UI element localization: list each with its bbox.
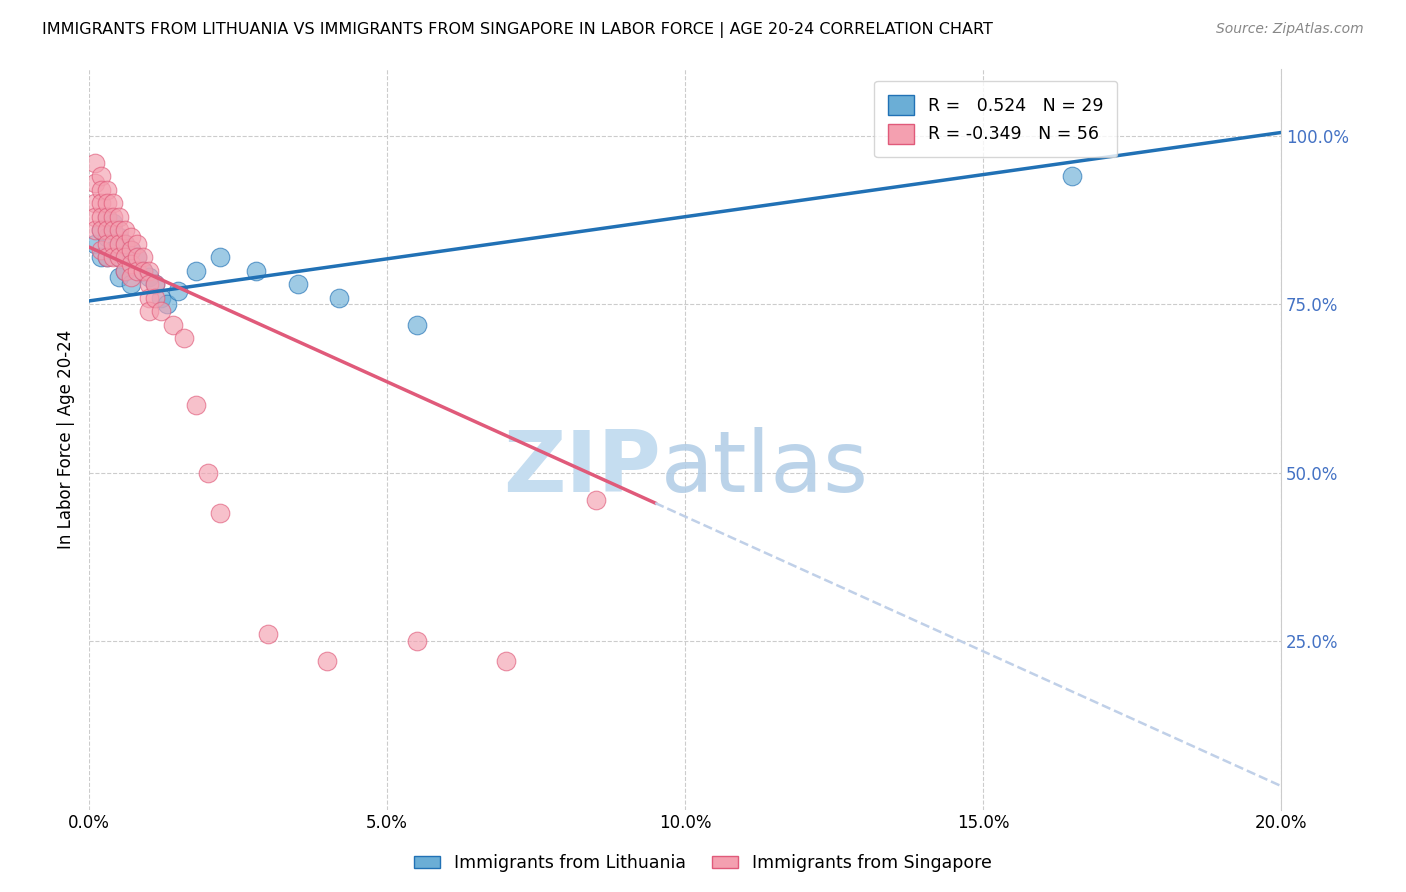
Point xyxy=(90,223,112,237)
Point xyxy=(125,263,148,277)
Point xyxy=(120,230,142,244)
Point xyxy=(173,331,195,345)
Point xyxy=(114,263,136,277)
Point xyxy=(120,270,142,285)
Point xyxy=(405,634,427,648)
Point xyxy=(328,291,350,305)
Y-axis label: In Labor Force | Age 20-24: In Labor Force | Age 20-24 xyxy=(58,329,75,549)
Point xyxy=(186,263,208,277)
Point xyxy=(316,654,339,668)
Point xyxy=(90,244,112,258)
Point xyxy=(96,250,118,264)
Point xyxy=(186,398,208,412)
Point xyxy=(257,627,280,641)
Point xyxy=(120,244,142,258)
Point xyxy=(96,183,118,197)
Point xyxy=(90,210,112,224)
Point xyxy=(114,236,136,251)
Point xyxy=(96,196,118,211)
Point xyxy=(125,250,148,264)
Point xyxy=(90,250,112,264)
Point xyxy=(101,217,124,231)
Point xyxy=(84,236,107,251)
Point xyxy=(149,304,172,318)
Point xyxy=(84,156,107,170)
Text: Source: ZipAtlas.com: Source: ZipAtlas.com xyxy=(1216,22,1364,37)
Point xyxy=(101,196,124,211)
Text: IMMIGRANTS FROM LITHUANIA VS IMMIGRANTS FROM SINGAPORE IN LABOR FORCE | AGE 20-2: IMMIGRANTS FROM LITHUANIA VS IMMIGRANTS … xyxy=(42,22,993,38)
Point xyxy=(101,250,124,264)
Point xyxy=(143,277,166,291)
Point xyxy=(138,304,160,318)
Point xyxy=(138,270,160,285)
Legend: Immigrants from Lithuania, Immigrants from Singapore: Immigrants from Lithuania, Immigrants fr… xyxy=(408,847,998,879)
Point xyxy=(585,492,607,507)
Point xyxy=(114,263,136,277)
Point xyxy=(96,223,118,237)
Point xyxy=(108,230,131,244)
Point xyxy=(84,196,107,211)
Point xyxy=(96,210,118,224)
Point xyxy=(90,183,112,197)
Point xyxy=(101,244,124,258)
Point xyxy=(143,291,166,305)
Point xyxy=(114,223,136,237)
Point xyxy=(120,244,142,258)
Text: ZIP: ZIP xyxy=(503,427,661,510)
Point xyxy=(138,277,160,291)
Point xyxy=(405,318,427,332)
Point xyxy=(209,506,232,520)
Point xyxy=(90,223,112,237)
Point xyxy=(131,263,153,277)
Point xyxy=(131,263,153,277)
Point xyxy=(138,291,160,305)
Text: atlas: atlas xyxy=(661,427,869,510)
Point xyxy=(96,236,118,251)
Point xyxy=(1062,169,1084,184)
Point xyxy=(125,236,148,251)
Point xyxy=(495,654,517,668)
Point xyxy=(84,176,107,190)
Point xyxy=(155,297,177,311)
Point xyxy=(96,230,118,244)
Point xyxy=(90,169,112,184)
Point xyxy=(209,250,232,264)
Point xyxy=(245,263,267,277)
Point xyxy=(287,277,309,291)
Point xyxy=(138,263,160,277)
Point xyxy=(108,223,131,237)
Point xyxy=(101,236,124,251)
Point xyxy=(108,250,131,264)
Point xyxy=(90,196,112,211)
Point xyxy=(167,284,190,298)
Point xyxy=(108,270,131,285)
Point xyxy=(120,277,142,291)
Point xyxy=(108,236,131,251)
Legend: R =   0.524   N = 29, R = -0.349   N = 56: R = 0.524 N = 29, R = -0.349 N = 56 xyxy=(875,81,1118,158)
Point xyxy=(108,250,131,264)
Point xyxy=(84,210,107,224)
Point xyxy=(96,210,118,224)
Point xyxy=(149,291,172,305)
Point xyxy=(131,250,153,264)
Point xyxy=(114,250,136,264)
Point xyxy=(143,277,166,291)
Point xyxy=(101,223,124,237)
Point xyxy=(162,318,184,332)
Point xyxy=(96,250,118,264)
Point xyxy=(120,257,142,271)
Point xyxy=(108,210,131,224)
Point xyxy=(197,466,219,480)
Point xyxy=(101,210,124,224)
Point xyxy=(114,236,136,251)
Point xyxy=(125,250,148,264)
Point xyxy=(84,223,107,237)
